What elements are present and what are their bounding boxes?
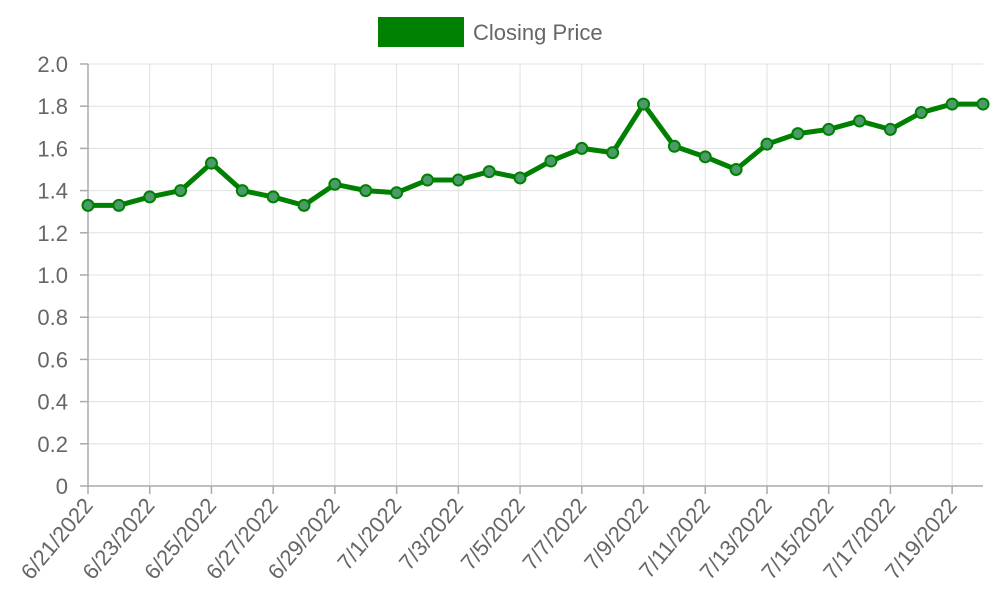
y-tick-label: 0.8 <box>37 305 68 330</box>
data-point[interactable] <box>544 154 558 168</box>
data-point[interactable] <box>359 184 373 198</box>
x-tick-label: 7/7/2022 <box>517 493 591 575</box>
data-point[interactable] <box>451 173 465 187</box>
y-tick-label: 1.8 <box>37 94 68 119</box>
data-point[interactable] <box>760 137 774 151</box>
legend-swatch <box>378 17 464 47</box>
y-tick-label: 1.0 <box>37 263 68 288</box>
y-tick-label: 1.6 <box>37 136 68 161</box>
axes: 00.20.40.60.81.01.21.41.61.82.06/21/2022… <box>16 52 983 584</box>
data-point[interactable] <box>204 156 218 170</box>
data-point[interactable] <box>729 163 743 176</box>
grid <box>87 63 983 487</box>
data-point[interactable] <box>914 106 928 120</box>
data-point[interactable] <box>235 184 249 198</box>
data-point[interactable] <box>667 139 681 153</box>
data-point[interactable] <box>698 150 712 164</box>
data-point[interactable] <box>791 127 805 141</box>
data-point[interactable] <box>266 190 280 204</box>
data-point[interactable] <box>112 198 126 212</box>
y-tick-label: 1.4 <box>37 179 68 204</box>
data-point[interactable] <box>883 122 897 136</box>
data-point[interactable] <box>482 165 496 179</box>
y-tick-label: 0 <box>56 474 68 499</box>
data-point[interactable] <box>143 190 157 204</box>
y-tick-label: 2.0 <box>37 52 68 77</box>
data-point[interactable] <box>637 97 651 111</box>
data-point[interactable] <box>575 141 589 155</box>
y-tick-label: 1.2 <box>37 221 68 246</box>
data-point[interactable] <box>606 146 620 160</box>
data-point[interactable] <box>822 122 836 136</box>
data-point[interactable] <box>853 114 867 128</box>
data-point[interactable] <box>420 173 434 187</box>
data-point[interactable] <box>81 198 95 212</box>
x-tick-label: 7/1/2022 <box>332 493 406 575</box>
legend[interactable]: Closing Price <box>378 17 603 47</box>
data-point[interactable] <box>297 198 311 212</box>
data-point[interactable] <box>390 186 404 200</box>
x-tick-label: 7/3/2022 <box>394 493 468 575</box>
y-tick-label: 0.4 <box>37 390 68 415</box>
series-layer <box>81 97 990 212</box>
data-point[interactable] <box>174 184 188 198</box>
y-tick-label: 0.6 <box>37 347 68 372</box>
data-point[interactable] <box>976 97 990 111</box>
data-point[interactable] <box>945 97 959 111</box>
x-tick-label: 7/5/2022 <box>456 493 530 575</box>
legend-label: Closing Price <box>473 20 603 45</box>
data-point[interactable] <box>328 177 342 191</box>
y-tick-label: 0.2 <box>37 432 68 457</box>
data-point[interactable] <box>513 171 527 185</box>
